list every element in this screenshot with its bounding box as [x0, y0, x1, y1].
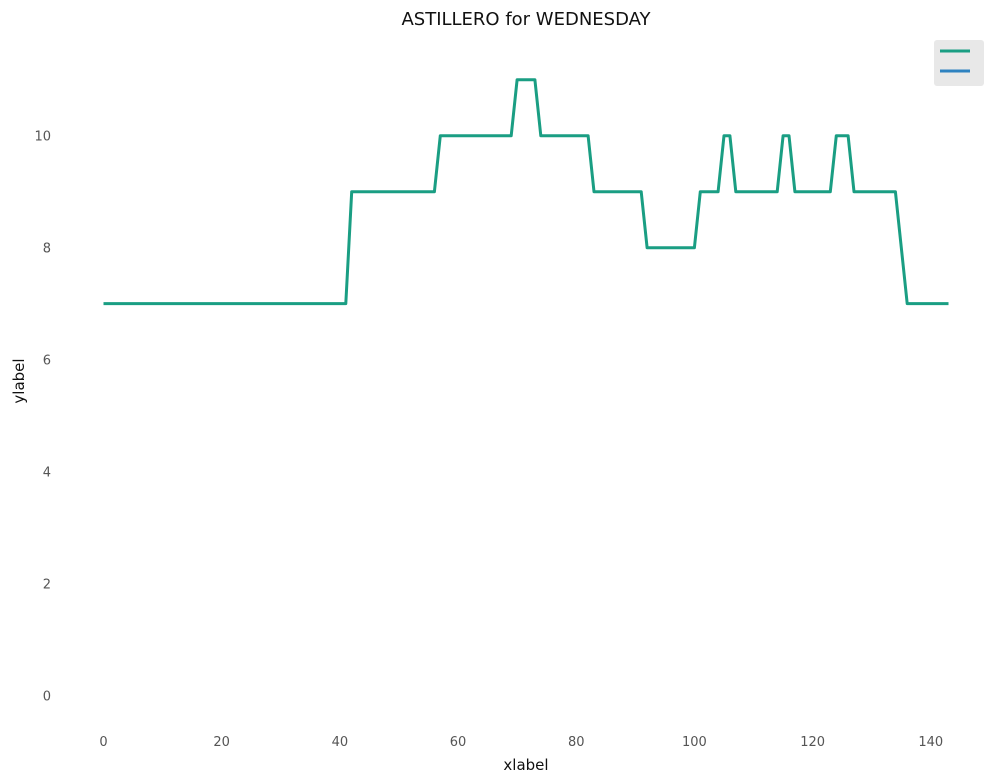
x-tick-label: 100	[682, 735, 707, 750]
y-axis-ticks: 0 2 4 6 8 10	[34, 130, 51, 705]
x-tick-label: 20	[213, 735, 230, 750]
x-axis-ticks: 0 20 40 60 80 100 120 140	[99, 735, 943, 750]
x-tick-label: 140	[918, 735, 943, 750]
x-axis-label: xlabel	[503, 756, 548, 774]
series-line-1	[103, 78, 949, 306]
series-layer	[103, 78, 949, 306]
x-tick-label: 40	[332, 735, 349, 750]
x-tick-label: 120	[800, 735, 825, 750]
legend-box	[934, 40, 984, 86]
y-tick-label: 6	[43, 354, 51, 369]
chart-title: ASTILLERO for WEDNESDAY	[401, 9, 651, 30]
y-tick-label: 4	[43, 466, 51, 481]
y-tick-label: 2	[43, 577, 51, 592]
y-tick-label: 10	[34, 130, 51, 145]
y-tick-label: 0	[43, 689, 51, 704]
y-tick-label: 8	[43, 242, 51, 257]
y-axis-label: ylabel	[10, 358, 28, 403]
legend	[934, 40, 984, 86]
x-tick-label: 0	[99, 735, 107, 750]
x-tick-label: 60	[450, 735, 467, 750]
x-tick-label: 80	[568, 735, 585, 750]
